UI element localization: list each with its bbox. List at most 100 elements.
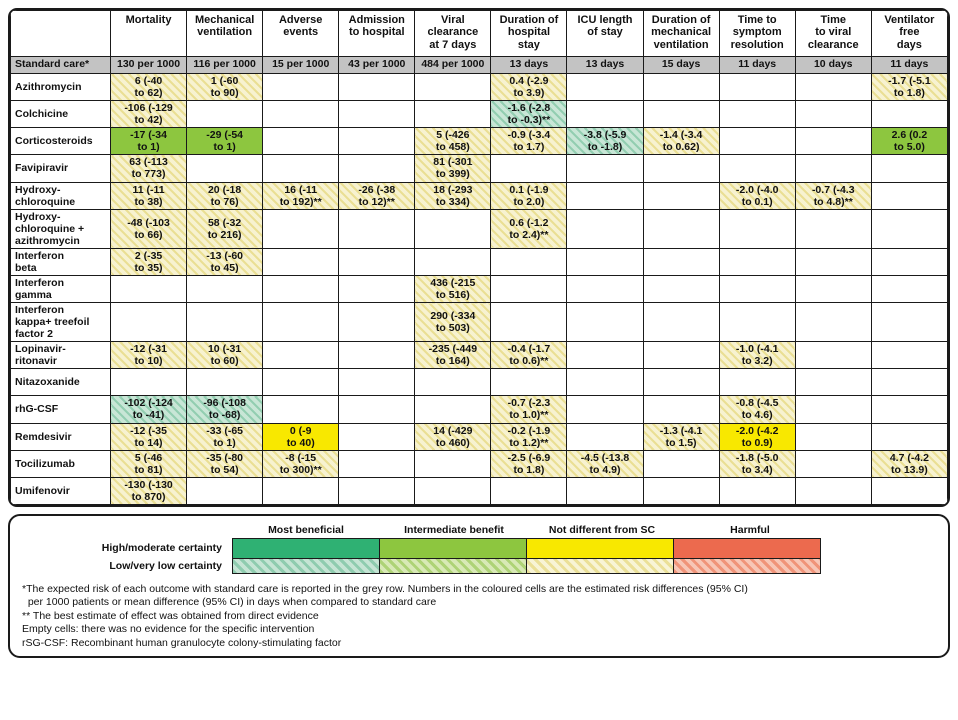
outcome-cell (414, 208, 492, 249)
outcome-cell (186, 274, 264, 304)
outcome-cell: 0 (-9 to 40) (262, 422, 340, 451)
footnotes: *The expected risk of each outcome with … (22, 583, 936, 650)
outcome-cell: 1 (-60 to 90) (186, 72, 264, 102)
outcome-cell: 20 (-18 to 76) (186, 181, 264, 210)
outcome-cell: -0.7 (-2.3 to 1.0)** (490, 395, 568, 424)
legend-swatch-hatched (673, 557, 821, 574)
outcome-cell (338, 100, 416, 129)
treatment-label: Azithromycin (10, 72, 111, 102)
outcome-cell (566, 100, 644, 129)
outcome-cell (262, 208, 340, 249)
outcome-cell: 63 (-113 to 773) (109, 154, 188, 183)
outcome-cell (642, 100, 720, 129)
outcome-cell (414, 449, 492, 478)
standard-care-value: 13 days (566, 56, 644, 74)
outcome-cell (642, 274, 720, 304)
outcome-cell (490, 302, 568, 343)
outcome-cell: -1.7 (-5.1 to 1.8) (870, 72, 948, 102)
legend-swatch-hatched (526, 557, 674, 574)
outcome-cell: -130 (-130 to 870) (109, 476, 188, 505)
outcome-cell: 5 (-426 to 458) (414, 127, 492, 156)
treatment-row: Remdesivir -12 (-35 to 14) -33 (-65 to 1) 0… (10, 422, 948, 451)
outcome-cell (490, 247, 568, 276)
outcome-cell: 0.6 (-1.2 to 2.4)** (490, 208, 568, 249)
outcome-cell (718, 368, 796, 397)
outcome-cell: -2.5 (-6.9 to 1.8) (490, 449, 568, 478)
outcome-cell (338, 154, 416, 183)
outcome-cell (642, 181, 720, 210)
outcome-cell: -106 (-129 to 42) (109, 100, 188, 129)
outcome-cell (566, 395, 644, 424)
legend-category-label: Intermediate benefit (404, 523, 504, 536)
treatment-label: rhG-CSF (10, 395, 111, 424)
outcome-cell (262, 476, 340, 505)
outcome-cell: -35 (-80 to 54) (186, 449, 264, 478)
outcome-cell (642, 154, 720, 183)
footnote-standard-care: *The expected risk of each outcome with … (22, 582, 748, 609)
treatment-row: Interferon kappa+ treefoil factor 2 290 (… (10, 302, 948, 343)
column-header: Admission to hospital (338, 10, 416, 57)
legend-category-header-row: Most beneficial Intermediate benefit Not d… (30, 524, 936, 538)
outcome-cell: -0.7 (-4.3 to 4.8)** (794, 181, 872, 210)
outcome-cell (109, 368, 188, 397)
treatment-row: Favipiravir 63 (-113 to 773) 81 (-301 to 3… (10, 154, 948, 183)
outcome-cell (109, 274, 188, 304)
outcome-cell (794, 476, 872, 505)
outcome-cell (338, 449, 416, 478)
legend-swatch-solid (379, 537, 527, 559)
standard-care-value: 11 days (870, 56, 948, 74)
outcome-cell (718, 274, 796, 304)
outcome-cell (338, 72, 416, 102)
outcome-cell (262, 127, 340, 156)
outcome-cell: -13 (-60 to 45) (186, 247, 264, 276)
outcome-cell: -0.4 (-1.7 to 0.6)** (490, 341, 568, 370)
outcome-cell: -0.9 (-3.4 to 1.7) (490, 127, 568, 156)
outcome-cell (186, 302, 264, 343)
outcome-cell (338, 341, 416, 370)
standard-care-value: 10 days (794, 56, 872, 74)
footnote-direct-evidence: ** The best estimate of effect was obtai… (22, 609, 319, 622)
legend-row-label-low-certainty: Low/very low certainty (109, 559, 222, 572)
outcome-cell: -0.2 (-1.9 to 1.2)** (490, 422, 568, 451)
treatment-row: Colchicine -106 (-129 to 42) -1.6 (-2.8 to… (10, 100, 948, 129)
outcome-cell (566, 181, 644, 210)
treatment-label: Interferon gamma (10, 274, 111, 304)
outcome-cell (718, 247, 796, 276)
outcome-cell: -12 (-31 to 10) (109, 341, 188, 370)
outcome-cell: -1.3 (-4.1 to 1.5) (642, 422, 720, 451)
outcome-cell (262, 274, 340, 304)
treatment-row: Azithromycin 6 (-40 to 62) 1 (-60 to 90) 0.… (10, 72, 948, 102)
outcome-cell (870, 302, 948, 343)
outcome-cell (566, 368, 644, 397)
outcome-cell (338, 274, 416, 304)
legend-hatched-row: Low/very low certainty (30, 557, 936, 574)
outcome-cell (262, 302, 340, 343)
column-header: Duration of mechanical ventilation (642, 10, 720, 57)
outcome-cell (642, 395, 720, 424)
outcome-cell (262, 395, 340, 424)
outcome-cell: -3.8 (-5.9 to -1.8) (566, 127, 644, 156)
outcome-cell (262, 154, 340, 183)
outcome-cell: -26 (-38 to 12)** (338, 181, 416, 210)
outcome-cell (338, 247, 416, 276)
outcome-cell: -1.0 (-4.1 to 3.2) (718, 341, 796, 370)
outcome-cell: -4.5 (-13.8 to 4.9) (566, 449, 644, 478)
column-header: Mortality (109, 10, 188, 57)
treatment-label: Corticosteroids (10, 127, 111, 156)
outcome-cell (338, 302, 416, 343)
outcome-cell (566, 208, 644, 249)
outcome-cell (414, 476, 492, 505)
outcome-cell (794, 341, 872, 370)
outcome-cell (642, 341, 720, 370)
legend-category-label: Harmful (730, 523, 770, 536)
outcome-cell (338, 127, 416, 156)
outcomes-table: Mortality Mechanical ventilation Adverse e… (10, 10, 948, 505)
outcome-cell (566, 302, 644, 343)
outcome-cell (870, 368, 948, 397)
outcome-cell (794, 395, 872, 424)
outcome-cell: 18 (-293 to 334) (414, 181, 492, 210)
outcome-cell: -102 (-124 to -41) (109, 395, 188, 424)
outcome-cell (794, 449, 872, 478)
outcome-cell (566, 72, 644, 102)
